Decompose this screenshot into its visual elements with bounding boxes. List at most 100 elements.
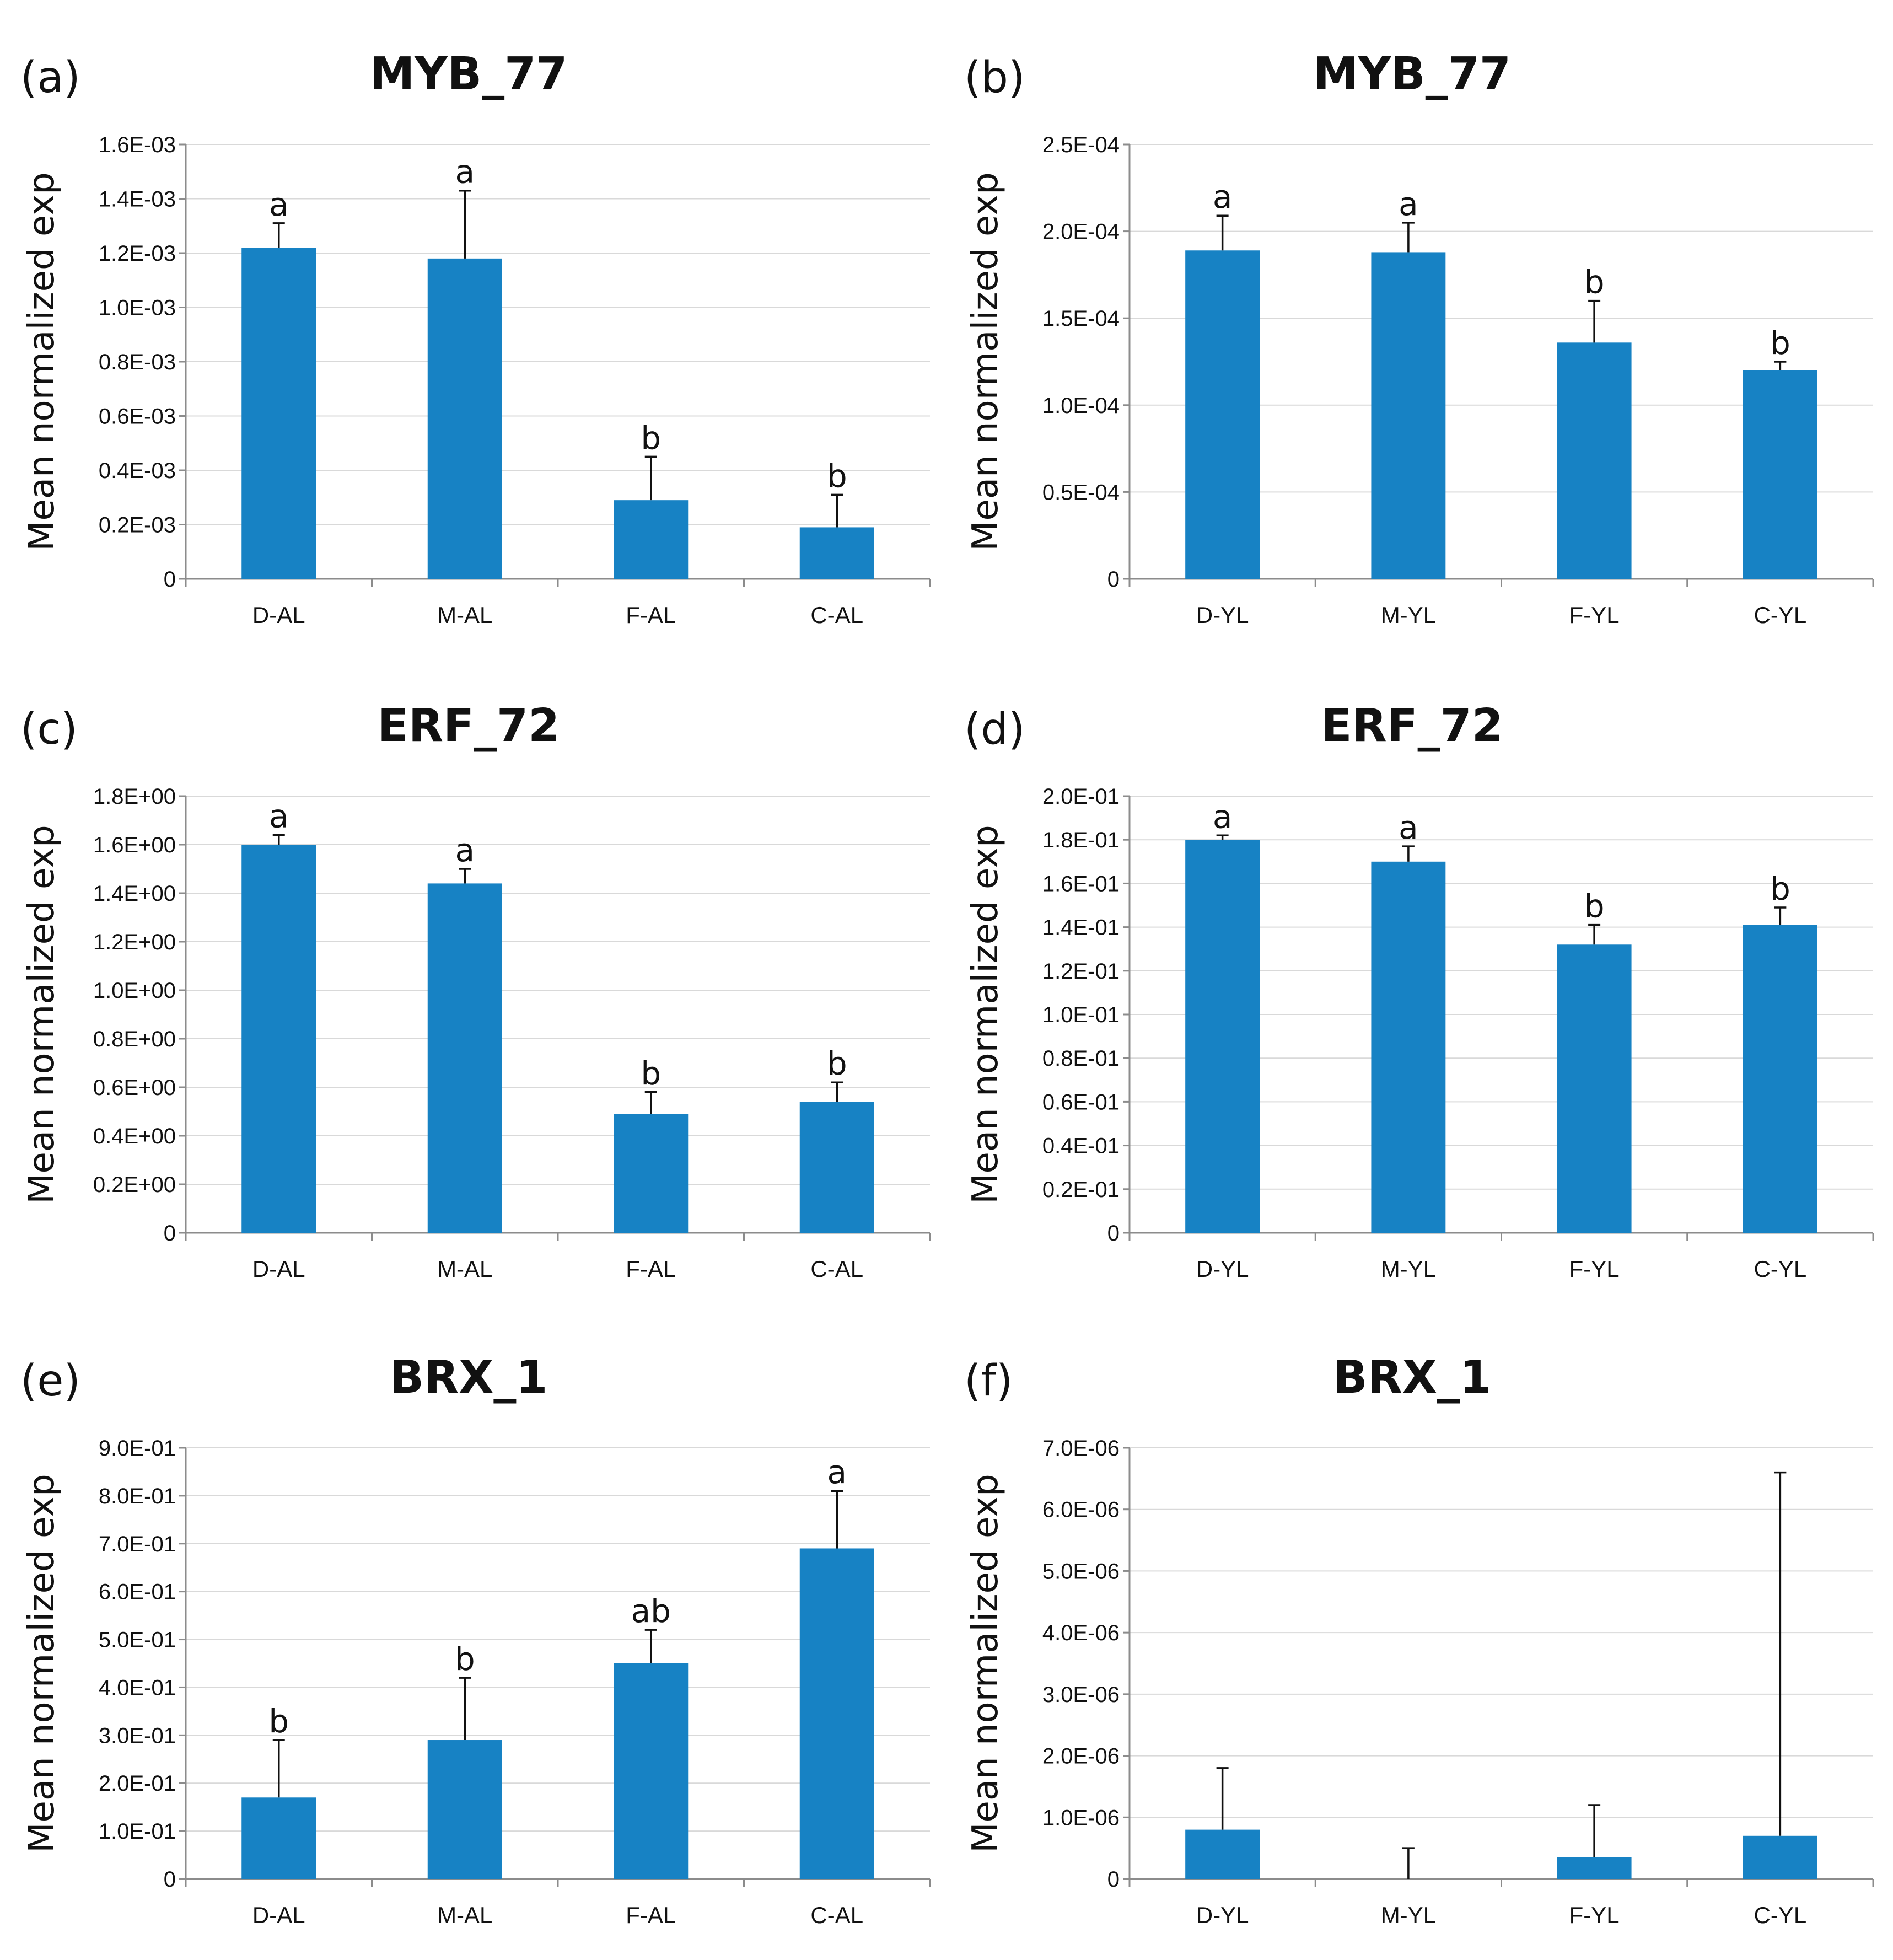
bar — [1185, 1829, 1260, 1879]
panel-label: (d) — [964, 705, 1025, 754]
bar — [1371, 861, 1446, 1233]
x-tick-label: C-AL — [810, 1256, 863, 1282]
y-tick-label: 1.0E-03 — [99, 296, 176, 320]
y-tick-label: 7.0E-06 — [1042, 1436, 1120, 1460]
significance-label: a — [827, 1453, 847, 1491]
bar — [614, 1663, 689, 1879]
x-tick-label: M-AL — [437, 602, 492, 628]
y-tick-label: 0 — [1107, 1221, 1120, 1245]
x-tick-label: F-YL — [1569, 1256, 1620, 1282]
y-tick-label: 1.2E-03 — [99, 241, 176, 266]
y-tick-label: 0.6E+00 — [93, 1076, 176, 1100]
y-tick-label: 1.4E-01 — [1042, 916, 1120, 940]
x-tick-label: C-AL — [810, 1902, 863, 1928]
y-tick-label: 2.0E-01 — [99, 1771, 176, 1796]
y-tick-label: 6.0E-06 — [1042, 1498, 1120, 1522]
bar — [241, 1797, 316, 1879]
y-tick-label: 0.5E-04 — [1042, 480, 1120, 504]
y-tick-label: 0.6E-03 — [99, 405, 176, 429]
y-tick-label: 0.2E+00 — [93, 1173, 176, 1197]
significance-label: b — [1770, 324, 1790, 362]
chart-panel-b: 0 0.5E-04 1.0E-04 1.5E-04 2.0E-04 2.5E-04 D-YL… — [964, 48, 1874, 628]
chart-title: BRX_1 — [1333, 1351, 1491, 1404]
significance-label: b — [641, 1055, 661, 1092]
y-tick-label: 0.8E+00 — [93, 1027, 176, 1051]
x-tick-label: F-YL — [1569, 1902, 1620, 1928]
bar — [1743, 1835, 1817, 1879]
chart-panel-c: 0 0.2E+00 0.4E+00 0.6E+00 0.8E+00 1.0E+00 1.2E… — [20, 700, 931, 1282]
x-tick-label: D-AL — [252, 602, 305, 628]
y-tick-label: 1.8E-01 — [1042, 828, 1120, 852]
bar — [1743, 370, 1817, 579]
x-tick-label: M-YL — [1381, 1256, 1436, 1282]
y-tick-label: 3.0E-06 — [1042, 1683, 1120, 1707]
y-tick-label: 1.0E+00 — [93, 979, 176, 1003]
x-tick-label: D-YL — [1196, 602, 1249, 628]
significance-label: a — [1213, 798, 1233, 835]
significance-label: b — [1770, 870, 1790, 907]
significance-label: a — [455, 153, 475, 191]
significance-label: b — [827, 457, 847, 495]
bar — [1557, 1857, 1632, 1879]
significance-label: a — [1399, 185, 1418, 223]
chart-panel-e: 0 1.0E-01 2.0E-01 3.0E-01 4.0E-01 5.0E-01 6.0E… — [20, 1351, 931, 1928]
y-tick-label: 2.5E-04 — [1042, 133, 1120, 157]
y-tick-label: 4.0E-01 — [99, 1676, 176, 1700]
bar — [799, 1548, 874, 1879]
chart-panel-d: 0 0.2E-01 0.4E-01 0.6E-01 0.8E-01 1.0E-01 1.2E… — [964, 700, 1874, 1282]
y-tick-label: 2.0E-06 — [1042, 1744, 1120, 1769]
y-tick-label: 5.0E-06 — [1042, 1559, 1120, 1583]
significance-label: ab — [631, 1592, 671, 1630]
y-tick-label: 0 — [164, 1867, 176, 1892]
y-tick-label: 8.0E-01 — [99, 1484, 176, 1508]
chart-title: ERF_72 — [1321, 700, 1503, 752]
y-tick-label: 0 — [164, 567, 176, 592]
significance-label: b — [268, 1703, 289, 1740]
x-tick-label: D-YL — [1196, 1256, 1249, 1282]
x-tick-label: M-YL — [1381, 1902, 1436, 1928]
x-tick-label: D-AL — [252, 1256, 305, 1282]
bar — [614, 500, 689, 579]
y-tick-label: 1.6E-03 — [99, 133, 176, 157]
chart-title: ERF_72 — [378, 700, 560, 752]
bar — [241, 845, 316, 1233]
y-axis-label: Mean normalized exp — [21, 1474, 62, 1852]
chart-title: MYB_77 — [1313, 48, 1511, 100]
y-tick-label: 7.0E-01 — [99, 1532, 176, 1556]
significance-label: a — [455, 831, 475, 869]
y-tick-label: 1.2E-01 — [1042, 959, 1120, 984]
panel-label: (f) — [964, 1356, 1013, 1406]
x-tick-label: F-AL — [626, 602, 676, 628]
x-tick-label: C-YL — [1754, 602, 1807, 628]
bar — [241, 248, 316, 579]
y-axis-label: Mean normalized exp — [965, 825, 1006, 1204]
bar — [1185, 840, 1260, 1233]
bar — [614, 1114, 689, 1233]
y-tick-label: 1.5E-04 — [1042, 307, 1120, 331]
panel-label: (a) — [20, 53, 80, 103]
y-tick-label: 0.4E-01 — [1042, 1134, 1120, 1158]
y-tick-label: 1.8E+00 — [93, 785, 176, 809]
y-tick-label: 1.0E-01 — [99, 1819, 176, 1844]
y-tick-label: 0 — [1107, 567, 1120, 592]
y-tick-label: 3.0E-01 — [99, 1723, 176, 1748]
x-tick-label: M-AL — [437, 1256, 492, 1282]
x-tick-label: D-AL — [252, 1902, 305, 1928]
significance-label: a — [269, 186, 289, 223]
bar — [1557, 944, 1632, 1233]
y-tick-label: 1.0E-01 — [1042, 1003, 1120, 1027]
panel-label: (b) — [964, 53, 1025, 103]
y-tick-label: 0 — [1107, 1867, 1120, 1892]
y-tick-label: 6.0E-01 — [99, 1580, 176, 1604]
y-tick-label: 1.6E-01 — [1042, 872, 1120, 896]
y-tick-label: 0.8E-03 — [99, 350, 176, 374]
x-tick-label: C-YL — [1754, 1902, 1807, 1928]
y-tick-label: 0.2E-01 — [1042, 1178, 1120, 1202]
bar — [1371, 252, 1446, 579]
chart-panel-f: 0 1.0E-06 2.0E-06 3.0E-06 4.0E-06 5.0E-06 6.0E… — [964, 1351, 1874, 1928]
y-tick-label: 0.6E-01 — [1042, 1090, 1120, 1114]
significance-label: b — [455, 1640, 475, 1678]
y-tick-label: 0.8E-01 — [1042, 1046, 1120, 1071]
y-tick-label: 2.0E-04 — [1042, 220, 1120, 244]
bar — [1185, 250, 1260, 579]
